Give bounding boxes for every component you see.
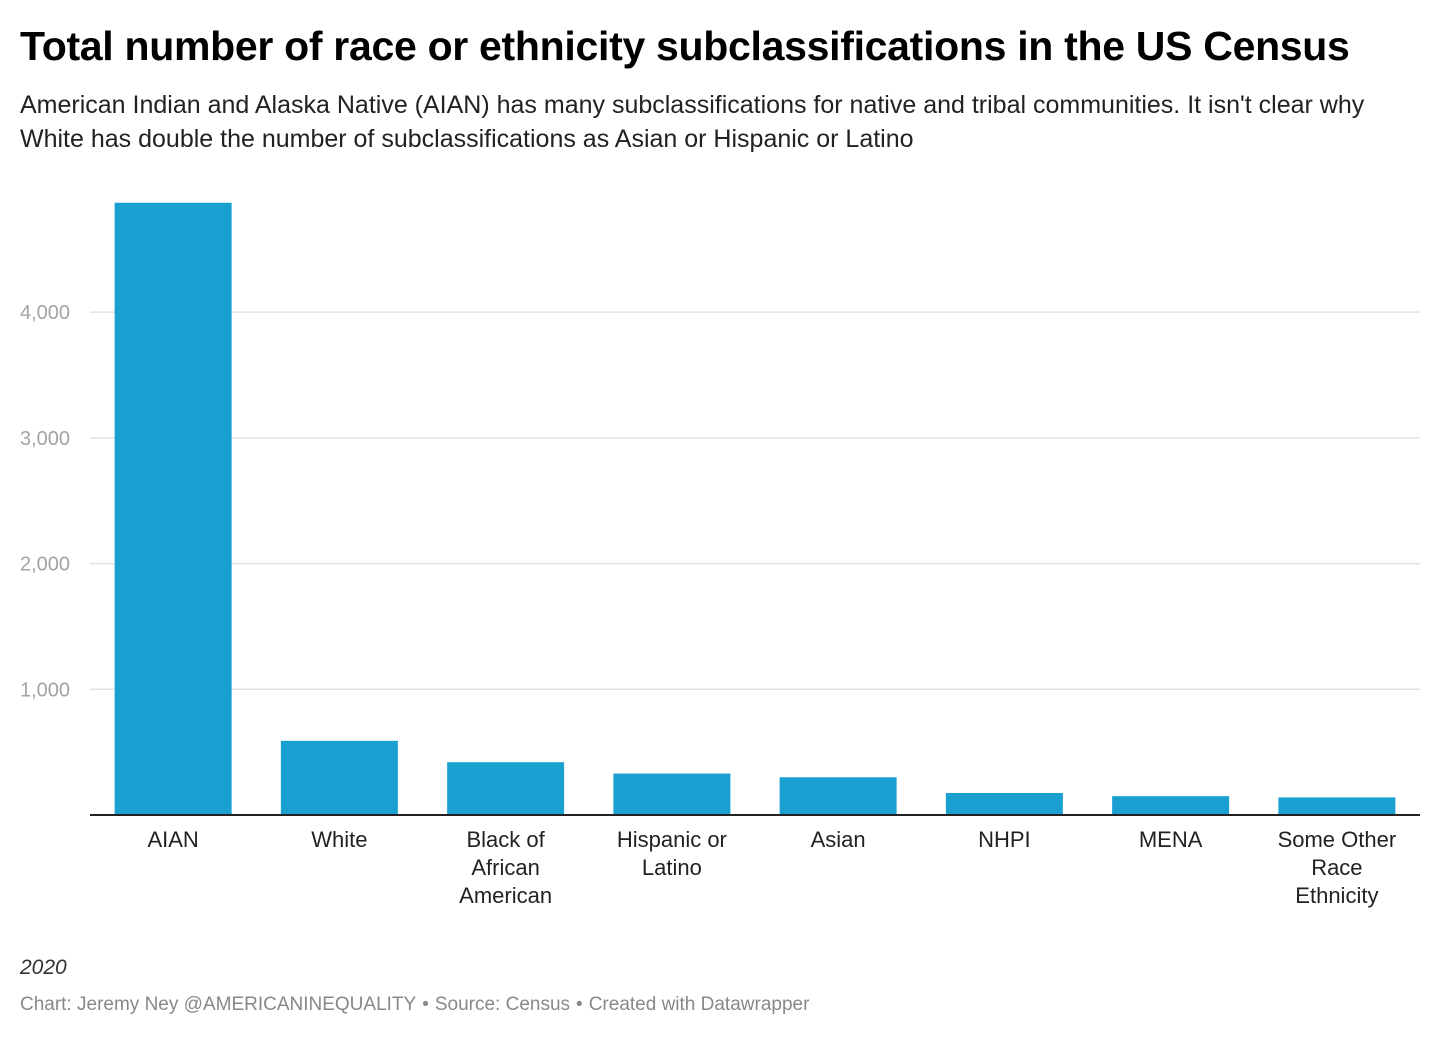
chart-footer: Chart: Jeremy Ney @AMERICANINEQUALITY • So… [20, 994, 809, 1016]
x-category-label-line: Some Other [1278, 827, 1397, 852]
bars [114, 202, 1396, 815]
bar [945, 793, 1063, 815]
x-category-label-line: MENA [1139, 827, 1203, 852]
gridlines [90, 311, 1420, 691]
x-category-label: AIAN [147, 827, 198, 852]
x-category-label: NHPI [978, 827, 1031, 852]
footer-separator: • [576, 994, 583, 1015]
bar [1112, 796, 1230, 815]
x-axis-category-labels: AIAN White Black of African American Hispanic… [147, 827, 1396, 908]
y-axis-tick-labels: 1,000 2,000 3,000 4,000 [20, 302, 70, 701]
x-category-label-line: Asian [811, 827, 866, 852]
x-category-label-line: Latino [642, 855, 702, 880]
x-category-label-line: Hispanic or [617, 827, 727, 852]
x-category-label: Asian [811, 827, 866, 852]
x-category-label: Black of African American [459, 827, 552, 908]
y-tick-label: 2,000 [20, 554, 70, 576]
x-category-label-line: Black of [466, 827, 545, 852]
chart-note-year: 2020 [20, 956, 67, 979]
y-tick-label: 1,000 [20, 679, 70, 701]
footer-created-with: Created with Datawrapper [588, 994, 810, 1015]
bar [1278, 797, 1396, 815]
bar [613, 773, 731, 815]
chart-subtitle: American Indian and Alaska Native (AIAN)… [20, 91, 1365, 153]
x-category-label: Hispanic or Latino [617, 827, 727, 880]
y-tick-label: 3,000 [20, 428, 70, 450]
x-category-label: MENA [1139, 827, 1203, 852]
x-category-label-line: NHPI [978, 827, 1031, 852]
x-category-label-line: African [471, 855, 539, 880]
bar [114, 202, 232, 815]
footer-separator: • [422, 994, 429, 1015]
footer-chart-credit: Chart: Jeremy Ney @AMERICANINEQUALITY [20, 994, 417, 1015]
x-category-label-line: Ethnicity [1295, 883, 1378, 908]
bar [447, 762, 565, 815]
bar [280, 740, 398, 815]
chart-title: Total number of race or ethnicity subcla… [20, 23, 1350, 69]
x-category-label-line: White [311, 827, 367, 852]
x-category-label-line: American [459, 883, 552, 908]
y-tick-label: 4,000 [20, 302, 70, 324]
x-category-label: Some Other Race Ethnicity [1278, 827, 1397, 908]
bar [779, 777, 897, 815]
x-category-label: White [311, 827, 367, 852]
x-category-label-line: Race [1311, 855, 1362, 880]
footer-source: Source: Census [434, 994, 571, 1015]
x-category-label-line: AIAN [147, 827, 198, 852]
